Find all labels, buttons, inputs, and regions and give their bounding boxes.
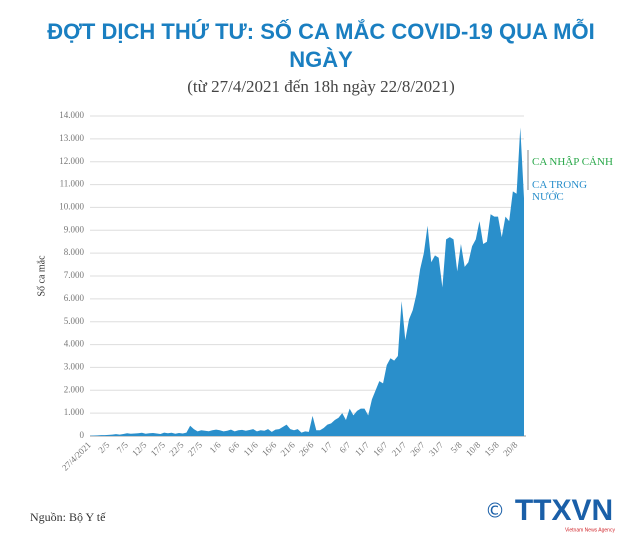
logo-mark: © <box>485 499 505 523</box>
y-tick-label: 10.000 <box>59 201 84 211</box>
x-tick-label: 26/6 <box>297 439 316 458</box>
x-tick-label: 16/6 <box>260 439 279 458</box>
x-tick-label: 17/5 <box>149 439 168 458</box>
x-tick-label: 10/8 <box>464 439 483 458</box>
x-tick-label: 26/7 <box>408 439 427 458</box>
y-tick-label: 8.000 <box>64 247 85 257</box>
x-tick-label: 27/5 <box>186 439 205 458</box>
x-tick-label: 12/5 <box>130 439 149 458</box>
y-tick-label: 3.000 <box>64 361 85 371</box>
x-tick-label: 2/5 <box>96 439 112 455</box>
y-tick-label: 7.000 <box>64 270 85 280</box>
x-tick-label: 21/6 <box>278 439 297 458</box>
logo-tagline: Vietnam News Agency <box>565 527 615 533</box>
chart-subtitle: (từ 27/4/2021 đến 18h ngày 22/8/2021) <box>187 77 455 96</box>
x-tick-label: 6/7 <box>337 439 353 455</box>
area <box>90 127 524 436</box>
x-tick-label: 11/6 <box>242 439 261 458</box>
annotation: CA NHẬP CẢNH <box>532 156 613 168</box>
x-tick-label: 15/8 <box>483 439 502 458</box>
x-tick-label: 6/6 <box>226 439 242 455</box>
y-tick-label: 5.000 <box>64 316 85 326</box>
y-axis-label: Số ca mắc <box>36 255 47 297</box>
y-tick-label: 0 <box>80 430 85 440</box>
y-tick-label: 11.000 <box>60 179 85 189</box>
x-tick-label: 27/4/2021 <box>60 440 93 473</box>
x-tick-label: 11/7 <box>353 439 372 458</box>
logo-name: TTXVN <box>515 494 613 527</box>
x-tick-label: 21/7 <box>390 439 409 458</box>
y-tick-label: 2.000 <box>64 384 85 394</box>
x-tick-label: 1/6 <box>207 439 223 455</box>
x-tick-label: 7/5 <box>115 439 131 455</box>
chart-title: ĐỢT DỊCH THỨ TƯ: SỐ CA MẮC COVID-19 QUA … <box>47 19 595 72</box>
y-tick-label: 4.000 <box>64 339 85 349</box>
y-tick-label: 1.000 <box>64 407 85 417</box>
x-tick-label: 22/5 <box>167 439 186 458</box>
x-tick-label: 5/8 <box>449 439 465 455</box>
x-tick-label: 20/8 <box>501 439 520 458</box>
x-tick-label: 16/7 <box>371 439 390 458</box>
y-tick-label: 12.000 <box>59 156 84 166</box>
x-tick-label: 31/7 <box>427 439 446 458</box>
y-tick-label: 13.000 <box>59 133 84 143</box>
source: Nguồn: Bộ Y tế <box>30 510 106 524</box>
legend-entry: CA TRONG NƯỚC <box>532 179 588 203</box>
x-tick-label: 1/7 <box>319 439 335 455</box>
y-tick-label: 9.000 <box>64 224 85 234</box>
y-tick-label: 6.000 <box>64 293 85 303</box>
y-tick-label: 14.000 <box>59 110 84 120</box>
